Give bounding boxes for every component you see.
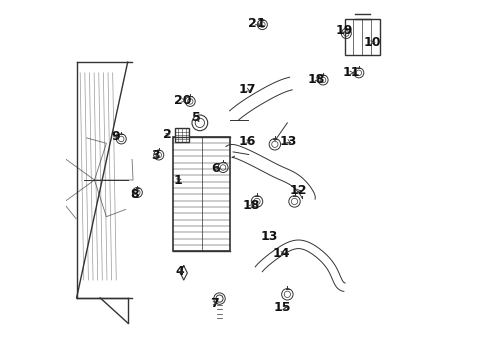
Text: 13: 13	[279, 135, 296, 148]
Text: 8: 8	[130, 188, 139, 201]
Text: 17: 17	[238, 84, 256, 96]
Text: 2: 2	[163, 128, 171, 141]
Text: 15: 15	[273, 301, 290, 314]
Text: 13: 13	[260, 230, 278, 243]
Text: 3: 3	[151, 149, 160, 162]
Text: 14: 14	[272, 247, 289, 260]
Text: 7: 7	[210, 297, 219, 310]
Text: 10: 10	[363, 36, 380, 49]
Bar	[344, 19, 380, 55]
Text: 18: 18	[243, 199, 260, 212]
Text: 6: 6	[210, 162, 219, 175]
Text: 9: 9	[111, 130, 120, 143]
Text: 19: 19	[334, 24, 352, 37]
Text: 20: 20	[174, 94, 191, 107]
Text: 18: 18	[306, 73, 324, 86]
Bar	[173, 137, 230, 251]
Text: 1: 1	[174, 174, 183, 186]
Text: 16: 16	[238, 135, 256, 148]
Text: 4: 4	[175, 265, 183, 278]
Bar	[175, 128, 189, 143]
Text: 21: 21	[248, 17, 265, 30]
Text: 12: 12	[289, 184, 306, 197]
Text: 5: 5	[191, 111, 200, 124]
Text: 11: 11	[342, 66, 359, 79]
